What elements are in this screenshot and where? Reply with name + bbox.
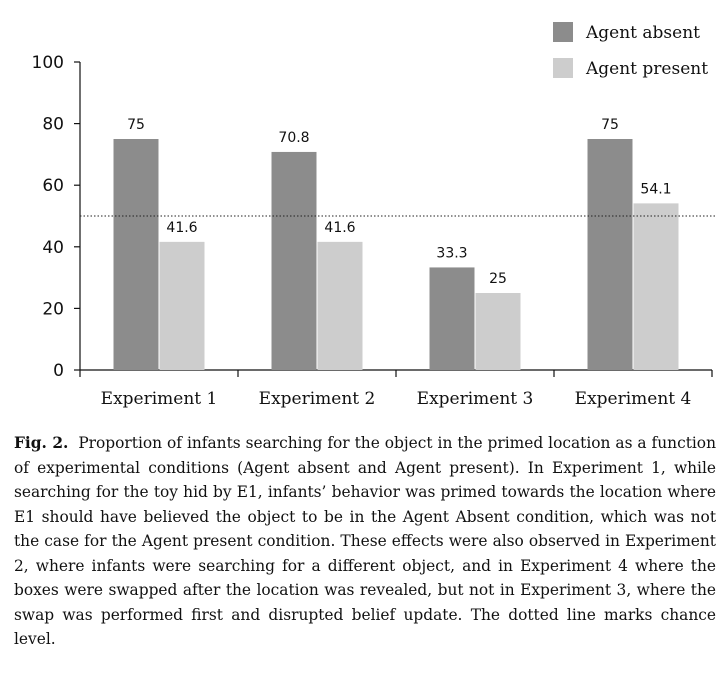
bar-data-label: 54.1 [640,181,671,197]
bar-agent-present [317,241,363,370]
legend-swatch [553,22,573,42]
legend-label: Agent absent [585,23,700,43]
bars: 75 70.8 33.3 75 41.6 41.6 25 54.1 [113,117,679,370]
x-category-label: Experiment 3 [417,389,534,409]
legend-label: Agent present [585,59,708,79]
bar-data-label: 25 [489,271,507,287]
bar-agent-present [159,241,205,370]
y-tick-label: 80 [42,115,64,135]
bar-agent-absent [429,267,475,370]
bar-data-label: 75 [601,117,619,133]
x-axis: Experiment 1 Experiment 2 Experiment 3 Expe… [79,369,713,409]
bar-data-label: 70.8 [278,130,309,146]
y-tick-label: 60 [42,176,64,196]
y-tick-label: 20 [42,299,64,319]
legend: Agent absent Agent present [553,22,708,79]
caption-label: Fig. 2. [14,434,69,452]
y-axis: 0 20 40 60 80 100 [32,53,81,381]
caption-text: Proportion of infants searching for the … [14,434,716,648]
bar-agent-present [633,203,679,370]
bar-data-label: 75 [127,117,145,133]
x-category-label: Experiment 2 [259,389,376,409]
bar-agent-absent [587,139,633,370]
bar-data-label: 33.3 [436,245,467,261]
y-tick-label: 40 [42,238,64,258]
legend-swatch [553,58,573,78]
bar-data-label: 41.6 [166,220,197,236]
y-tick-label: 100 [32,53,64,73]
x-category-label: Experiment 1 [101,389,218,409]
bar-agent-present [475,293,521,370]
x-category-label: Experiment 4 [575,389,692,409]
figure-caption: Fig. 2. Proportion of infants searching … [14,431,716,652]
bar-agent-absent [271,151,317,370]
bar-data-label: 41.6 [324,220,355,236]
bar-agent-absent [113,139,159,370]
y-tick-label: 0 [53,361,64,381]
